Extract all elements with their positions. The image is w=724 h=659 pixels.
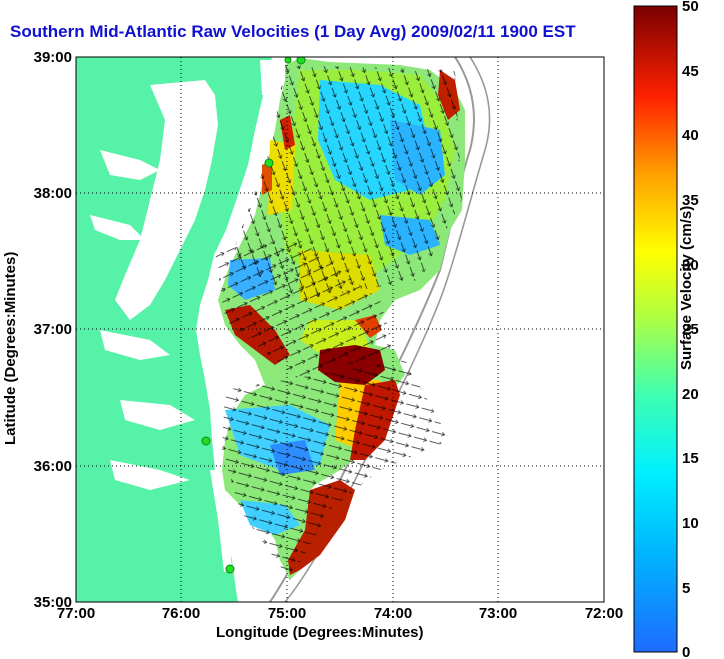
colorbar-tick-label: 50 (682, 0, 699, 15)
x-tick-label: 77:00 (57, 605, 95, 622)
x-tick-label: 72:00 (585, 605, 623, 622)
x-axis-label: Longitude (Degrees:Minutes) (216, 624, 424, 641)
y-tick-label: 36:00 (34, 458, 72, 475)
x-tick-label: 73:00 (479, 605, 517, 622)
radar-station (284, 57, 292, 64)
y-tick-label: 37:00 (34, 321, 72, 338)
colorbar-tick-label: 30 (682, 257, 699, 274)
colorbar-tick-label: 10 (682, 515, 699, 532)
map-area (76, 57, 604, 602)
map-title: Southern Mid-Atlantic Raw Velocities (1 … (10, 22, 576, 41)
colorbar (633, 5, 678, 653)
radar-station (201, 436, 211, 446)
radar-station (264, 158, 274, 168)
colorbar-tick-label: 25 (682, 321, 699, 338)
x-axis: 77:00 76:00 75:00 74:00 73:00 72:00 (57, 605, 623, 622)
y-axis: 39:00 38:00 37:00 36:00 35:00 (34, 49, 72, 611)
y-tick-label: 39:00 (34, 49, 72, 66)
colorbar-ticks: 50 45 40 35 30 25 20 15 10 5 0 (682, 0, 699, 659)
radar-stations (201, 57, 306, 574)
colorbar-tick-label: 45 (682, 63, 699, 80)
x-tick-label: 75:00 (268, 605, 306, 622)
colorbar-tick-label: 20 (682, 386, 699, 403)
radar-station (225, 564, 235, 574)
x-tick-label: 74:00 (374, 605, 412, 622)
colorbar-tick-label: 0 (682, 644, 690, 659)
colorbar-tick-label: 5 (682, 580, 690, 597)
x-tick-label: 76:00 (162, 605, 200, 622)
y-tick-label: 38:00 (34, 185, 72, 202)
y-tick-label: 35:00 (34, 594, 72, 611)
velocity-field (215, 58, 465, 580)
bay (115, 80, 218, 320)
colorbar-tick-label: 35 (682, 192, 699, 209)
colorbar-label: Surface Velocity (cm/s) (678, 205, 695, 370)
y-axis-label: Latitude (Degrees:Minutes) (2, 251, 19, 445)
axes-frame (75, 56, 605, 603)
radar-station (296, 57, 306, 65)
grid (76, 57, 604, 602)
colorbar-tick-label: 15 (682, 450, 699, 467)
colorbar-tick-label: 40 (682, 127, 699, 144)
